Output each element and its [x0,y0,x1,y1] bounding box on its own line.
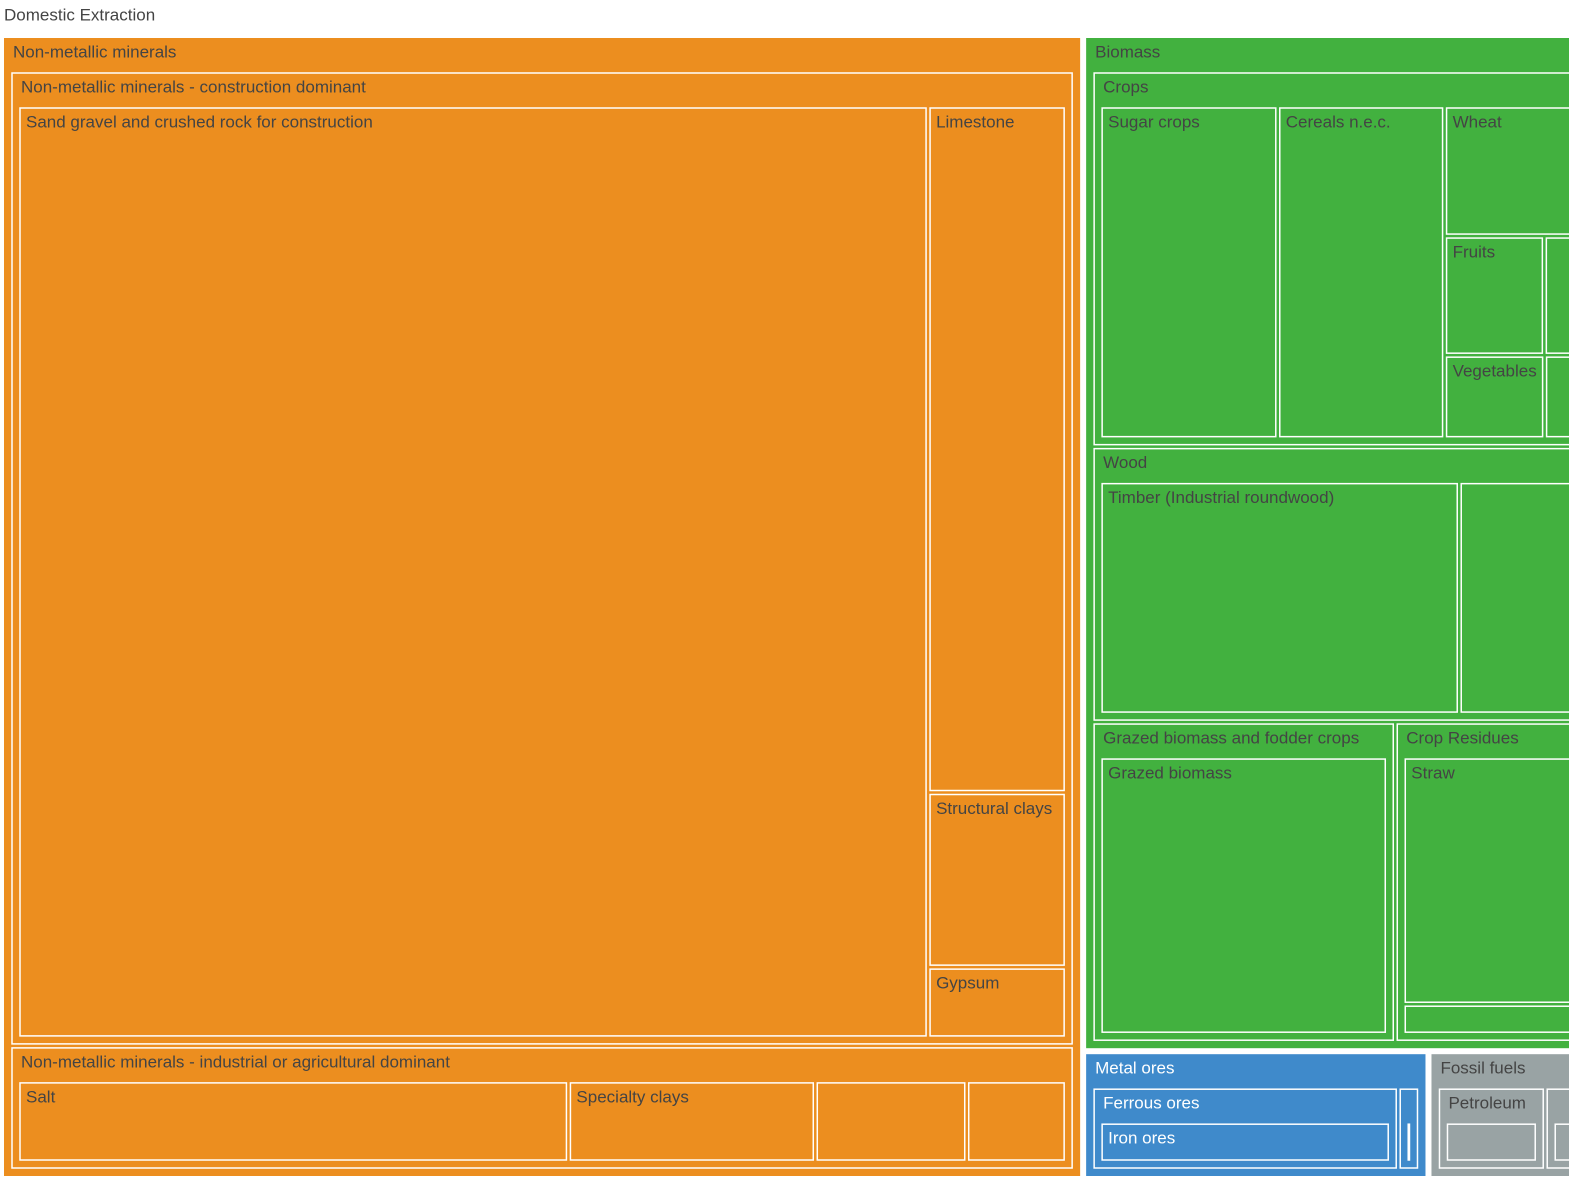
leaf-label: Gypsum [936,974,999,993]
category-label: Metal ores [1095,1059,1174,1078]
leaf-box [19,107,927,1037]
leaf-box [1404,758,1569,1003]
group-label: Crop Residues [1406,729,1518,748]
leaf-box [1554,1123,1569,1161]
leaf-box [967,1082,1065,1161]
leaf-box [1545,356,1569,438]
leaf-box [1445,356,1544,438]
leaf-label: Vegetables [1453,362,1537,381]
category-label: Non-metallic minerals [13,42,176,61]
category-label: Fossil fuels [1440,1059,1525,1078]
leaf-box [1404,1005,1569,1033]
category-label: Biomass [1095,42,1160,61]
group-label: Ferrous ores [1103,1094,1199,1113]
leaf-box [1101,107,1277,438]
leaf-label: Wheat [1453,112,1502,131]
leaf-box [816,1082,966,1161]
leaf-box [929,793,1065,966]
leaf-box [1101,482,1458,713]
leaf-label: Salt [26,1087,56,1106]
leaf-box [19,1082,568,1161]
leaf-label: Cereals n.e.c. [1286,112,1391,131]
leaf-label: Specialty clays [576,1087,688,1106]
leaf-label: Sugar crops [1108,112,1200,131]
leaf-label: Fruits [1453,243,1496,262]
leaf-box [1101,758,1387,1033]
leaf-box [1446,1123,1536,1161]
leaf-label: Limestone [936,112,1014,131]
group-label: Crops [1103,77,1148,96]
leaf-box [1445,237,1544,354]
leaf-label: Iron ores [1108,1129,1175,1148]
leaf-box [1460,482,1569,713]
chart-title: Domestic Extraction [4,5,155,24]
group-label: Petroleum [1448,1094,1525,1113]
leaf-box [1101,1123,1389,1161]
leaf-label: Grazed biomass [1108,764,1232,783]
group-label: Grazed biomass and fodder crops [1103,729,1359,748]
leaf-box [1545,237,1569,354]
leaf-box [1445,107,1569,235]
leaf-label: Timber (Industrial roundwood) [1108,488,1334,507]
leaf-label: Structural clays [936,799,1052,818]
leaf-box [929,107,1065,792]
leaf-label: Straw [1411,764,1455,783]
leaf-box [1407,1123,1411,1161]
leaf-label: Sand gravel and crushed rock for constru… [26,112,373,131]
leaf-box [1279,107,1444,438]
leaf-box [569,1082,815,1161]
leaf-box [929,968,1065,1037]
group-label: Wood [1103,453,1147,472]
group-label: Non-metallic minerals - industrial or ag… [21,1052,450,1071]
group-label: Non-metallic minerals - construction dom… [21,77,366,96]
